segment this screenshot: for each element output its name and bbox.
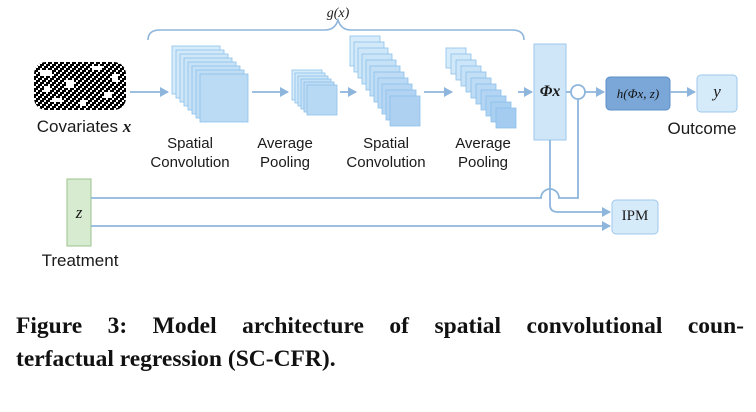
h-block [605,76,671,111]
stage-1-line1: Spatial [167,135,213,152]
stage-4-line1: Average [455,135,511,152]
treatment-symbol: z [75,203,83,222]
caption-line-2: terfactual regression (SC-CFR). [16,346,336,372]
stage-label-4: Average Pooling [438,134,528,172]
stage-1-line2: Convolution [150,154,230,171]
treatment-to-node-line [91,99,579,199]
merge-node [570,84,586,100]
stage-label-2: Average Pooling [240,134,330,172]
figure-caption: Figure 3: Model architecture of spatial … [16,310,744,376]
architecture-diagram [34,17,738,247]
phi-block [533,43,567,141]
stage-label-3: Spatial Convolution [336,134,436,172]
y-label: y [713,82,721,101]
covariates-label: Covariates x [24,117,144,136]
ipm-label: IPM [621,208,649,224]
y-block [696,74,738,113]
outcome-label: Outcome [667,119,737,138]
stage-2-line2: Pooling [259,154,311,171]
stage-4-line2: Pooling [457,154,509,171]
phi-label: Φx [539,83,561,100]
h-label: h(Φx, z) [616,86,660,101]
g-brace [147,17,525,41]
spatial-convolution-block-1 [171,45,249,123]
treatment-block [66,178,92,247]
average-pooling-block-1 [291,69,338,116]
stage-3-line2: Convolution [346,154,426,171]
stage-3-line1: Spatial [363,135,409,152]
ipm-block [611,199,659,235]
covariates-symbol: x [122,117,132,136]
stage-2-line1: Average [257,135,313,152]
covariates-image [34,62,126,110]
stage-label-1: Spatial Convolution [140,134,240,172]
phi-to-ipm-line [549,140,611,217]
g-label: g(x) [326,6,350,21]
average-pooling-block-2 [445,47,517,129]
treatment-label: Treatment [41,251,119,270]
caption-line-1: Figure 3: Model architecture of spatial … [16,313,744,339]
spatial-convolution-block-2 [349,35,421,127]
covariates-text: Covariates [36,117,119,136]
